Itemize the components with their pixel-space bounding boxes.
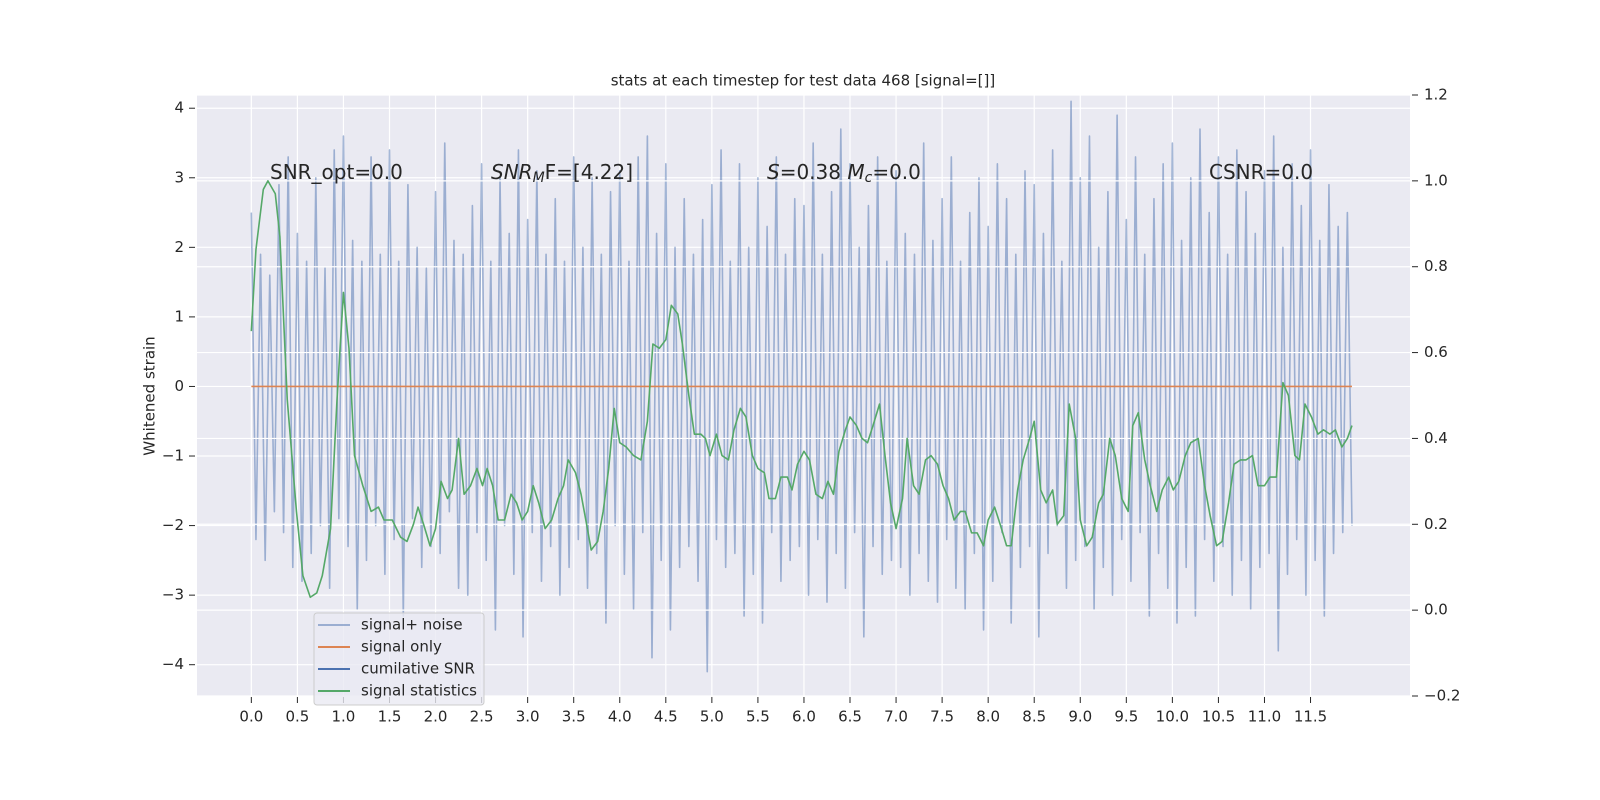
annotation-part: M xyxy=(847,160,864,184)
x-tick-label: 0.5 xyxy=(285,708,309,726)
x-tick-label: 7.0 xyxy=(884,708,908,726)
y2-tick-label: 0.2 xyxy=(1424,515,1448,533)
x-tick-label: 3.5 xyxy=(562,708,586,726)
x-tick-label: 6.0 xyxy=(792,708,816,726)
series-line xyxy=(250,180,1353,599)
x-tick-label: 9.0 xyxy=(1068,708,1092,726)
annotation-part: CSNR=0.0 xyxy=(1209,160,1313,184)
x-tick-label: 5.0 xyxy=(700,708,724,726)
annotation-part: =0.0 xyxy=(872,160,921,184)
y2-tick-label: −0.2 xyxy=(1424,687,1460,705)
x-tick-label: 10.0 xyxy=(1156,708,1189,726)
annotation-part: M xyxy=(533,170,545,186)
legend-label: signal+ noise xyxy=(361,616,463,634)
x-tick-label: 4.5 xyxy=(654,708,678,726)
legend: signal+ noise signal only cumilative SNR si… xyxy=(313,612,485,706)
legend-label: signal statistics xyxy=(361,682,477,700)
legend-box xyxy=(313,612,485,706)
x-tick-label: 11.0 xyxy=(1248,708,1281,726)
y-tick-label: −3 xyxy=(162,586,184,604)
x-tick-label: 1.5 xyxy=(378,708,402,726)
y2-tick-label: 0.6 xyxy=(1424,343,1448,361)
y2-tick-label: 0.0 xyxy=(1424,601,1448,619)
y-tick-label: 1 xyxy=(174,307,184,325)
series-line xyxy=(250,100,1353,673)
annotation: SNR_opt=0.0 xyxy=(270,160,403,184)
annotation: S=0.38 Mc=0.0 xyxy=(767,160,921,187)
y-tick-label: −2 xyxy=(162,516,184,534)
annotation-part: SNR_opt=0.0 xyxy=(270,160,403,184)
x-tick-label: 6.5 xyxy=(838,708,862,726)
annotation-part: F=[4.22] xyxy=(545,160,633,184)
y-tick-label: 0 xyxy=(174,377,184,395)
x-tick-label: 10.5 xyxy=(1202,708,1235,726)
x-tick-label: 9.5 xyxy=(1114,708,1138,726)
x-tick-label: 11.5 xyxy=(1294,708,1327,726)
x-tick-label: 7.5 xyxy=(930,708,954,726)
y2-tick-label: 0.8 xyxy=(1424,257,1448,275)
annotation-part: S xyxy=(767,160,780,184)
y-axis-label: Whitened strain xyxy=(141,336,159,455)
y2-tick-label: 1.2 xyxy=(1424,86,1448,104)
x-tick-label: 8.5 xyxy=(1022,708,1046,726)
y-tick-label: −1 xyxy=(162,447,184,465)
x-tick-label: 3.0 xyxy=(516,708,540,726)
y2-tick-label: 0.4 xyxy=(1424,429,1448,447)
x-tick-label: 2.0 xyxy=(424,708,448,726)
annotation: SNRMF=[4.22] xyxy=(491,160,633,187)
x-tick-label: 8.0 xyxy=(976,708,1000,726)
x-tick-label: 2.5 xyxy=(470,708,494,726)
x-tick-label: 4.0 xyxy=(608,708,632,726)
y-tick-label: 2 xyxy=(174,238,184,256)
annotation-part: c xyxy=(865,170,873,186)
x-tick-label: 5.5 xyxy=(746,708,770,726)
x-tick-label: 1.0 xyxy=(332,708,356,726)
y-tick-label: 3 xyxy=(174,168,184,186)
legend-label: signal only xyxy=(361,638,442,656)
annotation: CSNR=0.0 xyxy=(1209,160,1313,184)
chart-title: stats at each timestep for test data 468… xyxy=(611,72,996,90)
annotation-part: =0.38 xyxy=(780,160,848,184)
annotation-part: SNR xyxy=(491,160,533,184)
legend-label: cumilative SNR xyxy=(361,660,475,678)
y-tick-label: −4 xyxy=(162,655,184,673)
x-tick-label: 0.0 xyxy=(239,708,263,726)
y-tick-label: 4 xyxy=(174,99,184,117)
y2-tick-label: 1.0 xyxy=(1424,171,1448,189)
